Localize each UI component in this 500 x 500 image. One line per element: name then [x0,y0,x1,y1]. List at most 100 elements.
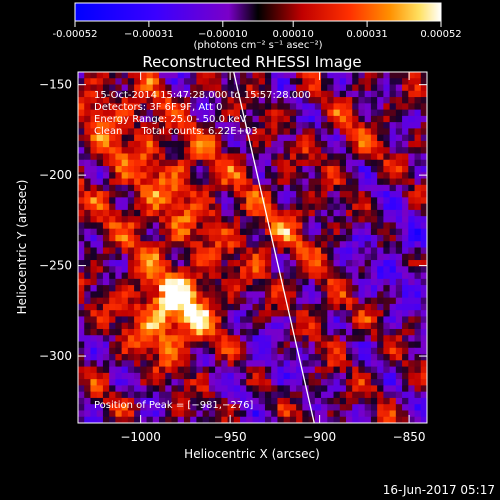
heatmap-cell [190,391,198,399]
heatmap-cell [140,272,148,280]
heatmap-cell [414,372,422,380]
heatmap-cell [345,172,353,180]
heatmap-cell [183,178,191,186]
heatmap-cell [252,335,260,343]
heatmap-cell [246,272,254,280]
heatmap-cell [159,159,166,167]
heatmap-cell [333,260,341,267]
heatmap-cell [364,122,372,130]
heatmap-cell [358,90,366,98]
chart-title: Reconstructed RHESSI Image [142,53,361,71]
heatmap-cell [183,397,191,405]
heatmap-cell [215,147,222,155]
heatmap-cell [84,328,92,336]
heatmap-cell [246,72,254,79]
heatmap-cell [96,266,104,274]
heatmap-cell [271,260,279,267]
heatmap-cell [308,234,316,242]
heatmap-cell [121,90,129,98]
heatmap-cell [134,391,141,399]
heatmap-cell [308,272,316,280]
heatmap-cell [271,203,279,211]
heatmap-cell [339,278,347,286]
heatmap-cell [190,379,198,386]
heatmap-cell [358,234,366,242]
heatmap-cell [208,347,216,355]
heatmap-cell [321,385,328,393]
heatmap-cell [165,147,173,155]
heatmap-cell [177,140,185,148]
heatmap-cell [358,122,366,130]
heatmap-cell [233,184,241,192]
heatmap-cell [140,153,148,161]
heatmap-cell [296,140,303,148]
heatmap-cell [90,397,98,405]
heatmap-cell [302,260,310,267]
heatmap-cell [221,397,229,405]
heatmap-cell [264,134,272,142]
heatmap-cell [370,134,378,142]
heatmap-cell [321,191,328,198]
heatmap-cell [277,404,285,412]
heatmap-cell [258,297,266,305]
heatmap-cell [146,203,154,211]
heatmap-cell [177,260,185,267]
heatmap-cell [339,385,347,393]
heatmap-cell [339,115,347,123]
heatmap-cell [159,216,166,224]
heatmap-cell [96,184,104,192]
heatmap-cell [364,134,372,142]
heatmap-cell [159,134,166,142]
heatmap-cell [196,109,204,117]
heatmap-cell [196,416,204,423]
heatmap-cell [321,341,328,349]
plot-timestamp: 16-Jun-2017 05:17 [383,483,495,497]
heatmap-cell [364,228,372,236]
heatmap-cell [233,222,241,230]
heatmap-cell [395,404,403,412]
heatmap-cell [140,341,148,349]
heatmap-cell [221,391,229,399]
heatmap-cell [183,216,191,224]
heatmap-cell [152,291,160,299]
heatmap-cell [277,372,285,380]
heatmap-cell [152,203,160,211]
heatmap-cell [84,253,92,261]
heatmap-cell [78,159,85,167]
heatmap-cell [377,391,384,399]
heatmap-cell [165,360,173,368]
heatmap-cell [395,341,403,349]
heatmap-cell [78,397,85,405]
heatmap-cell [102,166,110,173]
heatmap-cell [140,410,148,418]
heatmap-cell [127,347,135,355]
heatmap-cell [389,285,397,292]
heatmap-cell [352,347,360,355]
heatmap-cell [358,109,366,117]
heatmap-cell [190,397,198,405]
heatmap-cell [96,410,104,418]
heatmap-cell [227,266,235,274]
heatmap-cell [227,191,235,198]
heatmap-cell [264,285,272,292]
heatmap-cell [152,253,160,261]
heatmap-cell [121,103,129,111]
heatmap-cell [152,322,160,330]
heatmap-cell [208,128,216,136]
heatmap-cell [121,385,129,393]
heatmap-cell [121,172,129,180]
heatmap-cell [308,140,316,148]
heatmap-cell [370,397,378,405]
x-tick-label: −950 [214,430,247,444]
heatmap-cell [240,140,247,148]
heatmap-cell [283,404,291,412]
y-axis-ticks: −150−200−250−300 [39,78,427,363]
heatmap-cell [190,341,198,349]
heatmap-cell [183,416,191,423]
heatmap-cell [84,147,92,155]
heatmap-cell [314,84,322,92]
heatmap-cell [408,153,416,161]
heatmap-cell [308,241,316,249]
heatmap-cell [146,90,154,98]
heatmap-cell [383,335,391,343]
